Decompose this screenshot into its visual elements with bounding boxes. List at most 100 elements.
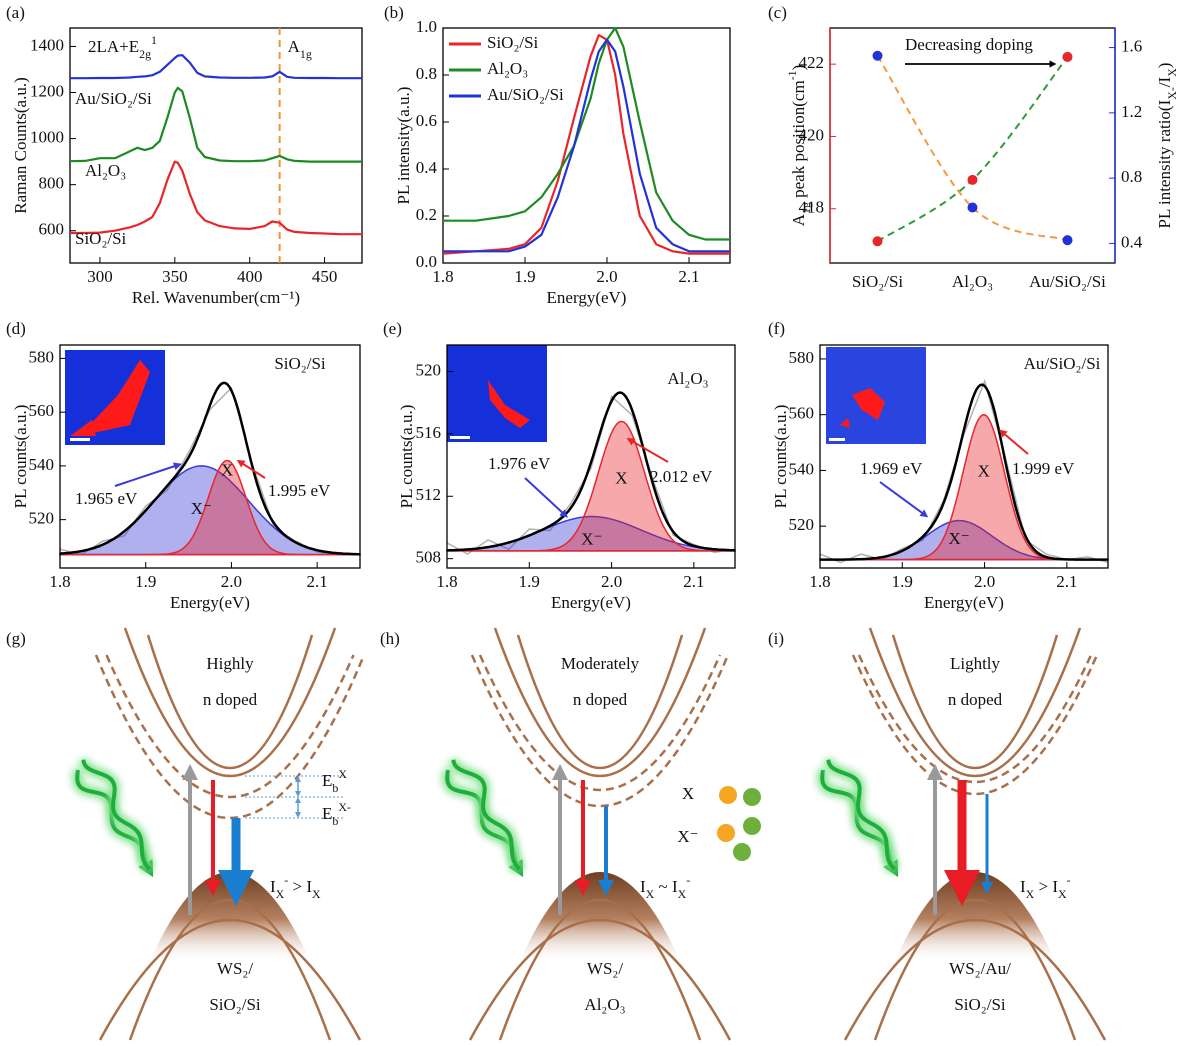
peak-center-label: 1.999 eV bbox=[1012, 459, 1075, 478]
relation-label-part: - bbox=[1067, 873, 1071, 887]
y-tick-label: 418 bbox=[799, 198, 825, 217]
panel-label: (d) bbox=[6, 319, 26, 338]
annotation: A1g bbox=[288, 37, 312, 61]
series-line bbox=[443, 26, 730, 241]
material-label: SiO₂/Si bbox=[954, 995, 1006, 1014]
fit-peak bbox=[446, 420, 736, 552]
exciton-hole bbox=[719, 786, 737, 804]
sample-label: Al₂O₃ bbox=[667, 369, 708, 388]
exciton-electron bbox=[743, 788, 761, 806]
conduction-band-shifted bbox=[857, 654, 1093, 784]
y-tick-label: 516 bbox=[416, 423, 442, 442]
data-point bbox=[872, 50, 883, 61]
data-point bbox=[1062, 235, 1073, 246]
y-axis-label-part: A bbox=[789, 213, 808, 226]
relation-label-part: X bbox=[678, 887, 687, 901]
y-axis-label: PL intensity(a.u.) bbox=[394, 87, 413, 205]
binding-energy-label-part: X- bbox=[338, 800, 351, 814]
doping-label: Highly bbox=[206, 654, 254, 673]
binding-energy-label: EbX bbox=[322, 767, 347, 795]
binding-energy-label: EbX- bbox=[322, 800, 351, 828]
inset-f bbox=[826, 347, 926, 444]
y-axis-label-part: ) bbox=[789, 65, 808, 71]
fit-total bbox=[820, 383, 1108, 561]
y-tick-label: 1.0 bbox=[416, 17, 437, 36]
conduction-band bbox=[516, 634, 684, 769]
y-tick-label: 0.8 bbox=[416, 64, 437, 83]
valence-band bbox=[468, 918, 732, 1041]
arrow bbox=[236, 459, 266, 479]
plot-frame bbox=[69, 27, 363, 264]
series-line bbox=[442, 34, 730, 255]
fit-peak bbox=[59, 459, 361, 556]
panel-label: (h) bbox=[380, 629, 400, 648]
light-wave bbox=[826, 759, 897, 871]
annotation-part: 1 bbox=[151, 33, 157, 47]
arrow bbox=[114, 462, 182, 487]
fit-total bbox=[59, 381, 361, 556]
x-tick-label: 2.1 bbox=[307, 572, 328, 591]
peak-center-label: 1.976 eV bbox=[488, 454, 551, 473]
y-tick-label: 0.4 bbox=[416, 158, 438, 177]
series-label: Au/SiO₂/Si bbox=[75, 89, 152, 108]
x-tick-label: 2.0 bbox=[974, 572, 995, 591]
relation-label-part: > I bbox=[288, 877, 312, 896]
valence-band bbox=[498, 898, 702, 1041]
y-axis-label: PL counts(a.u.) bbox=[771, 405, 790, 509]
plot-frame bbox=[446, 344, 736, 569]
y-tick-label: 540 bbox=[29, 455, 55, 474]
conduction-band bbox=[868, 627, 1082, 777]
annotation: 2LA+E2g1 bbox=[88, 33, 157, 61]
x-tick-label: 2.0 bbox=[596, 267, 617, 286]
y-tick-label: 1.6 bbox=[1121, 36, 1142, 55]
conduction-band-shifted bbox=[851, 654, 1099, 795]
light-wave bbox=[81, 759, 152, 871]
inset-e bbox=[447, 345, 547, 442]
plot-frame bbox=[819, 344, 1109, 569]
relation-label-part: X bbox=[1058, 887, 1067, 901]
material-label: SiO₂/Si bbox=[209, 995, 261, 1014]
conduction-band bbox=[123, 627, 337, 777]
annotation-part: A bbox=[288, 37, 301, 56]
relation-label: IX > IX- bbox=[1020, 873, 1071, 901]
panel-label: (i) bbox=[768, 629, 784, 648]
y-axis-label-part: peak position(cm bbox=[789, 80, 808, 202]
x-tick-label: Al₂O₃ bbox=[952, 272, 993, 291]
series-line bbox=[69, 86, 362, 163]
doping-label: n doped bbox=[203, 690, 258, 709]
binding-energy-label-part: b bbox=[332, 781, 338, 795]
relation-label-part: I bbox=[1020, 877, 1026, 896]
fit-line bbox=[876, 55, 1072, 243]
y2-axis-label-part: ) bbox=[1155, 63, 1174, 69]
x-tick-label: 1.9 bbox=[514, 267, 535, 286]
y-tick-label: 580 bbox=[789, 348, 815, 367]
series-label: Al₂O₃ bbox=[85, 161, 126, 180]
y-tick-label: 800 bbox=[39, 174, 65, 193]
annotation-part: 2LA+E bbox=[88, 37, 139, 56]
material-label: WS₂/ bbox=[587, 959, 623, 978]
x-tick-label: 1.8 bbox=[436, 572, 457, 591]
relation-label-part: X bbox=[1026, 887, 1035, 901]
conduction-band bbox=[146, 634, 314, 769]
y-axis-label: Raman Counts(a.u.) bbox=[11, 77, 30, 213]
y-tick-label: 580 bbox=[29, 347, 55, 366]
y-tick-label: 0.0 bbox=[416, 252, 437, 271]
valence-band bbox=[843, 918, 1107, 1041]
x-tick-label: 300 bbox=[87, 267, 113, 286]
y-axis-label: PL counts(a.u.) bbox=[11, 405, 30, 509]
valence-band-fill bbox=[865, 872, 1085, 1040]
peak-name: X⁻ bbox=[948, 529, 969, 548]
peak-name: X⁻ bbox=[581, 529, 602, 548]
y-tick-label: 1.2 bbox=[1121, 102, 1142, 121]
material-label: WS₂/Au/ bbox=[949, 959, 1011, 978]
x-tick-label: 450 bbox=[312, 267, 338, 286]
conduction-band bbox=[493, 627, 707, 777]
panel-label: (e) bbox=[383, 319, 402, 338]
light-wave bbox=[451, 759, 522, 871]
y2-axis-label-part: PL intensity ratio(I bbox=[1155, 99, 1174, 228]
annotation: Decreasing doping bbox=[905, 35, 1033, 54]
doping-label: Moderately bbox=[561, 654, 640, 673]
valence-band-fill bbox=[120, 872, 340, 1040]
y-tick-label: 560 bbox=[29, 401, 55, 420]
